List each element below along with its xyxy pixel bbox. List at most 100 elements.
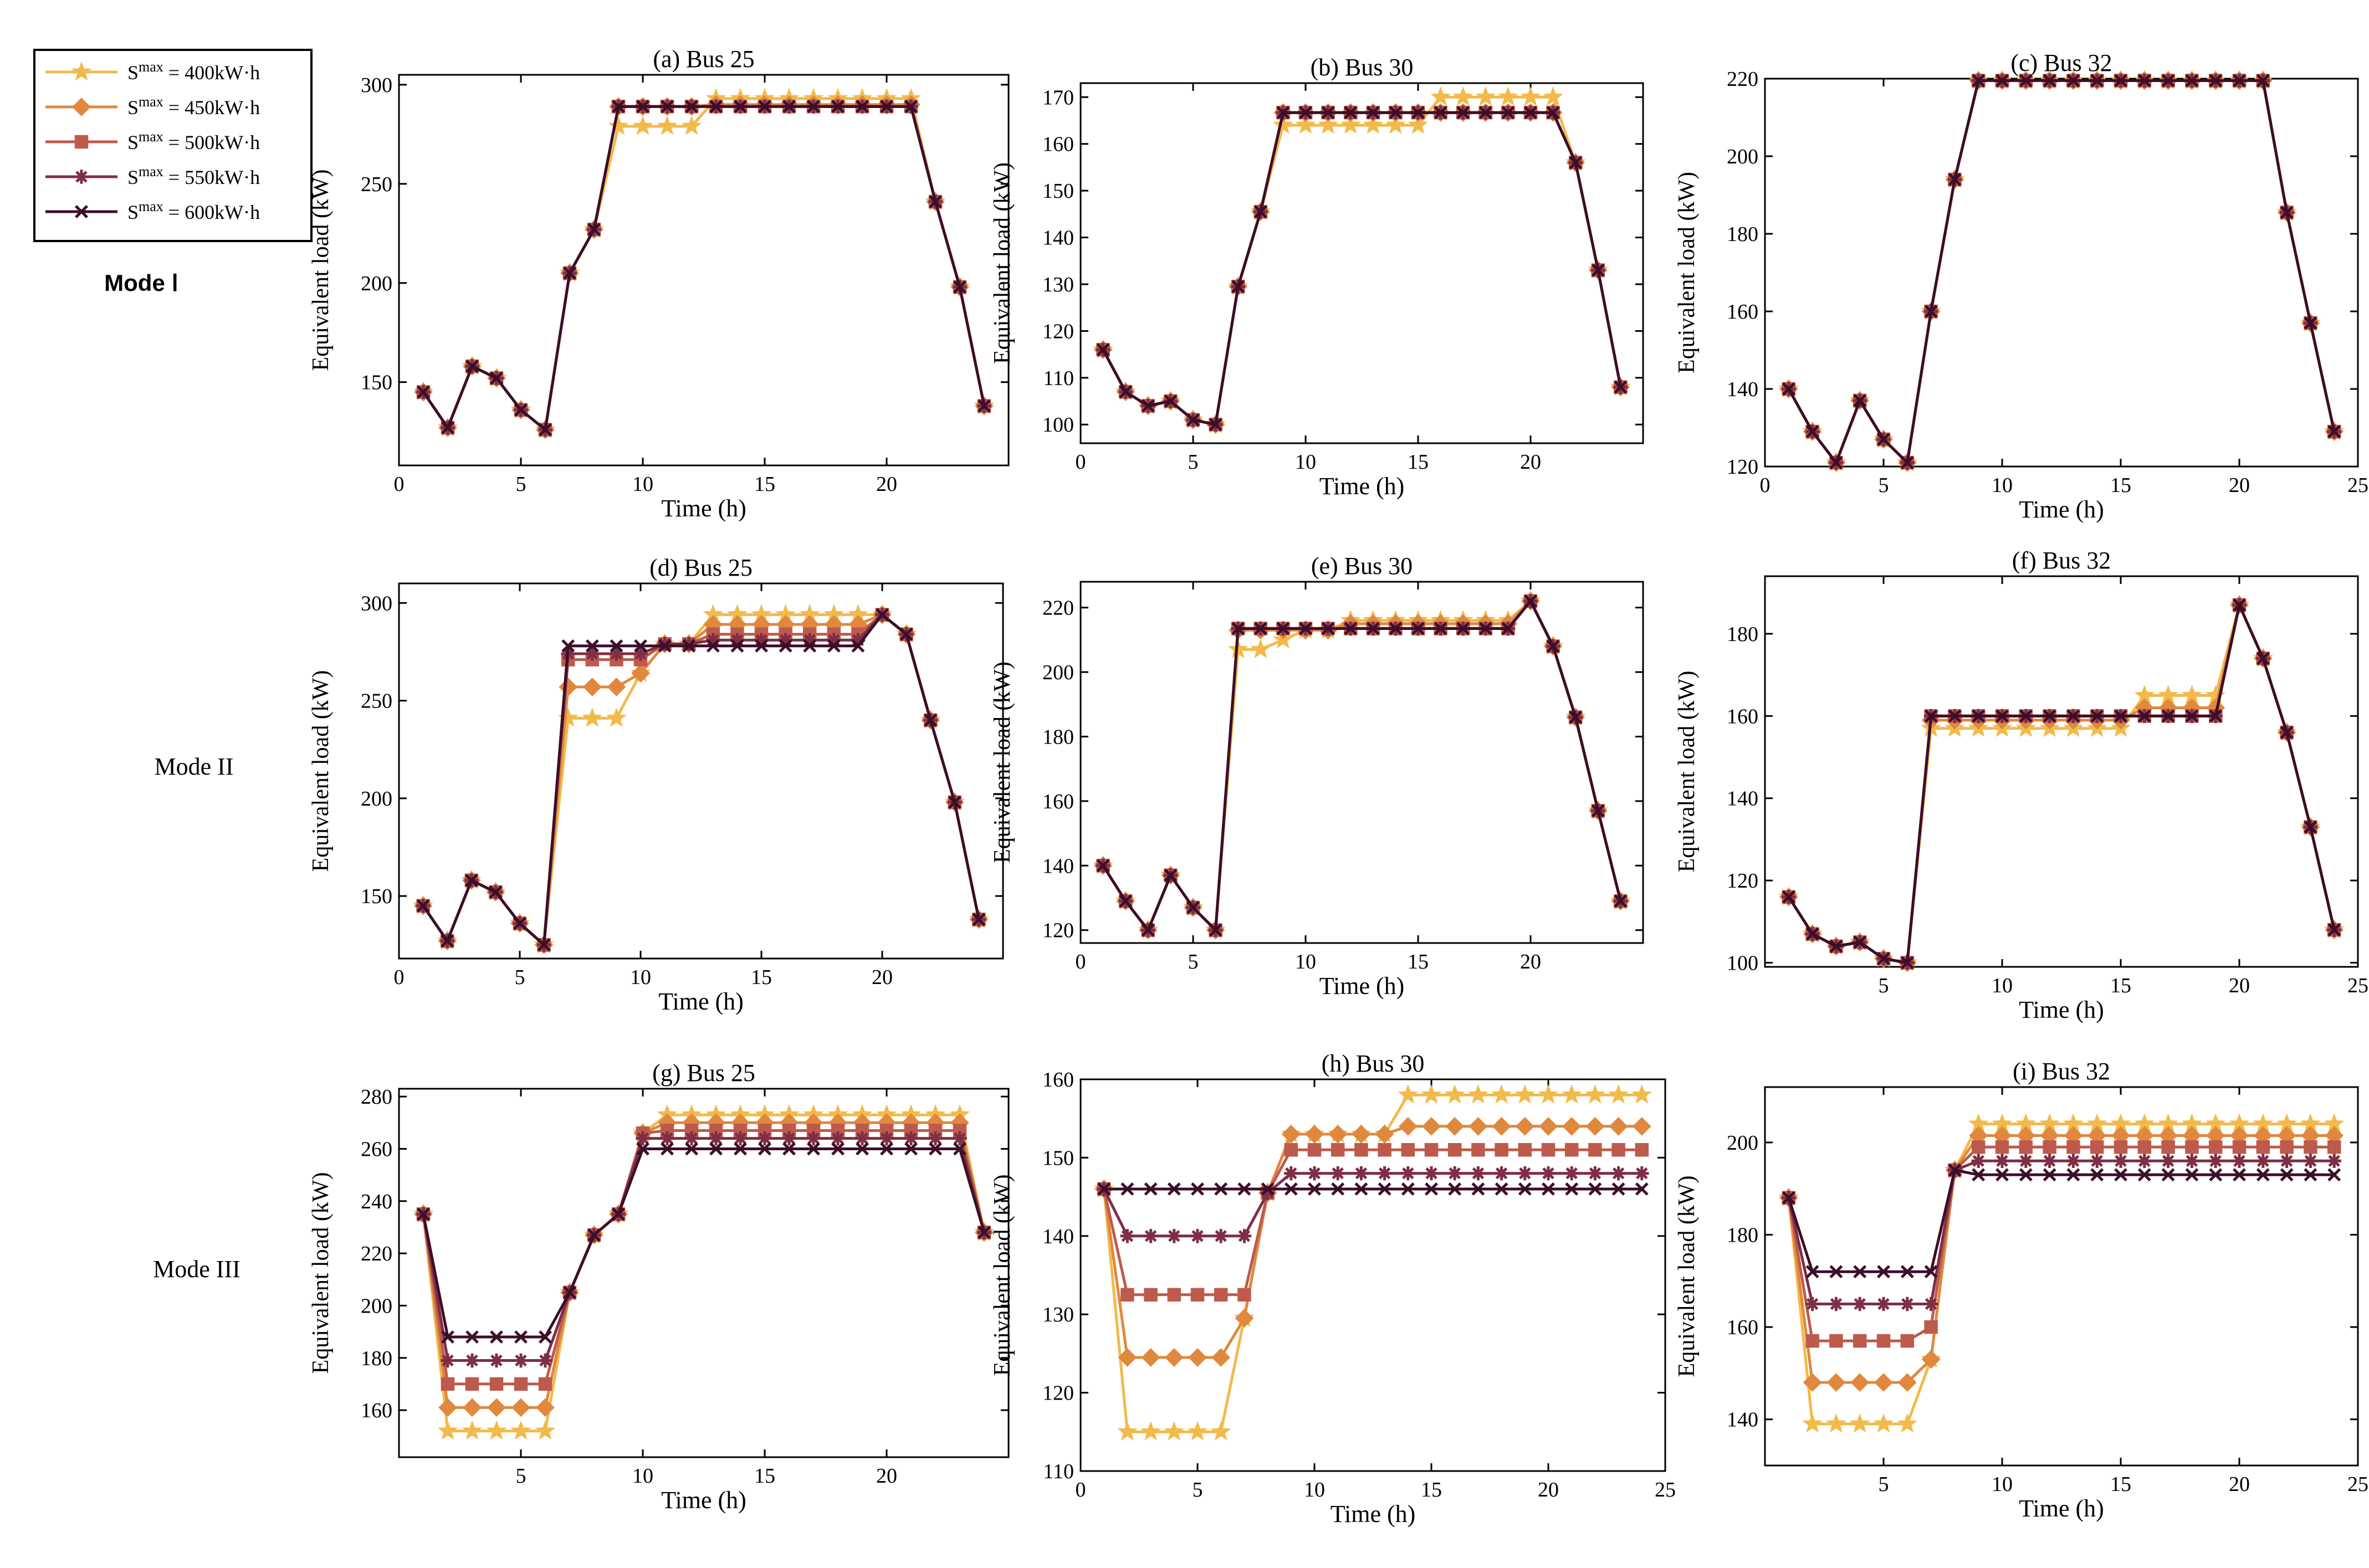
y-axis-label: Equivalent load (kW): [1674, 1176, 1700, 1377]
legend-value: = 500kW·h: [163, 131, 260, 153]
data-point: [1924, 1265, 1938, 1279]
x-tick-label: 25: [2347, 474, 2368, 497]
data-point: [1211, 1348, 1231, 1367]
series-5: [1782, 1163, 2341, 1279]
x-tick-label: 5: [1879, 974, 1889, 997]
x-tick-label: 15: [1408, 450, 1429, 474]
x-tick-label: 5: [516, 1464, 526, 1488]
data-point: [1611, 1166, 1626, 1181]
data-point: [636, 100, 649, 114]
data-point: [1635, 1166, 1649, 1181]
panel-3: (c) Bus 32 0 5 10 15 20 25 120 140 160 180 200 220 Ti…: [1674, 49, 2368, 523]
data-point: [2256, 652, 2270, 665]
y-tick-label: 140: [1042, 227, 1074, 250]
data-point: [2185, 1140, 2199, 1154]
data-point: [1972, 709, 1986, 723]
data-point: [585, 647, 600, 661]
data-point: [1972, 1168, 1986, 1182]
data-point: [417, 1207, 430, 1221]
x-tick-label: 5: [1879, 1473, 1889, 1496]
data-point: [1996, 709, 2009, 723]
x-tick-label: 20: [876, 473, 897, 496]
data-point: [1340, 114, 1361, 134]
y-tick-label: 300: [361, 592, 392, 615]
x-tick-label: 5: [1879, 474, 1889, 497]
x-tick-label: 20: [2229, 974, 2250, 997]
data-point: [1118, 1348, 1137, 1367]
x-tick-label: 20: [876, 1464, 897, 1488]
data-point: [1900, 1334, 1915, 1348]
data-point: [1874, 1373, 1893, 1392]
data-point: [2066, 1168, 2080, 1182]
data-point: [734, 100, 747, 114]
data-point: [880, 100, 893, 114]
data-point: [2090, 1168, 2104, 1182]
panel-title: (b) Bus 30: [1311, 54, 1414, 81]
data-point: [1119, 894, 1133, 908]
data-point: [465, 1353, 479, 1368]
legend-entry: Smax = 600kW·h: [45, 198, 260, 223]
panel-1: (a) Bus 25 0 5 10 15 20 150 200 250 300 Time (h) Eq…: [308, 45, 1010, 522]
y-tick-label: 140: [1042, 1225, 1074, 1248]
data-point: [948, 795, 961, 809]
data-point: [1261, 1182, 1275, 1196]
data-point: [899, 627, 913, 641]
data-point: [1389, 106, 1403, 120]
data-point: [514, 1353, 528, 1368]
data-point: [1276, 106, 1290, 120]
data-point: [2303, 1154, 2318, 1168]
data-point: [510, 1420, 531, 1440]
data-point: [754, 633, 769, 647]
data-point: [1120, 1182, 1134, 1196]
data-point: [1422, 1116, 1441, 1136]
data-point: [1344, 106, 1358, 120]
data-point: [1398, 1116, 1418, 1136]
y-tick-label: 170: [1042, 86, 1074, 109]
data-point: [1853, 1334, 1867, 1348]
data-point: [608, 115, 629, 135]
data-point: [1546, 106, 1560, 120]
x-tick-label: 15: [751, 966, 772, 989]
data-point: [2185, 74, 2199, 88]
data-point: [2114, 709, 2127, 723]
data-point: [1331, 1143, 1345, 1157]
data-point: [1143, 1229, 1158, 1243]
y-tick-label: 160: [1042, 133, 1074, 156]
data-point: [779, 639, 792, 653]
x-tick-label: 5: [1188, 450, 1199, 474]
data-point: [1447, 1143, 1462, 1157]
y-tick-label: 180: [361, 1347, 392, 1370]
data-point: [2256, 74, 2270, 88]
data-point: [1120, 1288, 1134, 1302]
series-5: [1096, 106, 1628, 432]
data-point: [1411, 106, 1425, 120]
data-point: [1849, 1413, 1870, 1433]
data-point: [441, 1377, 455, 1391]
data-point: [660, 1131, 674, 1146]
data-point: [2232, 1154, 2247, 1168]
data-point: [2161, 74, 2175, 88]
data-point: [1826, 1413, 1846, 1433]
data-point: [1366, 106, 1380, 120]
data-point: [514, 1330, 528, 1344]
data-point: [1802, 1413, 1823, 1433]
data-point: [1546, 639, 1560, 653]
data-point: [904, 1131, 918, 1146]
data-point: [929, 195, 942, 209]
data-point: [782, 100, 796, 114]
data-point: [1097, 1182, 1111, 1196]
data-point: [1378, 1143, 1391, 1157]
data-point: [441, 1330, 454, 1344]
series-4: [1782, 1154, 2341, 1311]
data-point: [437, 1420, 458, 1440]
data-point: [441, 1353, 455, 1368]
x-tick-label: 5: [515, 966, 525, 989]
legend-value: = 550kW·h: [163, 166, 260, 188]
data-point: [1948, 1163, 1962, 1177]
x-tick-label: 20: [1538, 1478, 1559, 1502]
data-point: [2209, 1168, 2223, 1182]
data-point: [2114, 1154, 2128, 1168]
data-point: [2043, 709, 2056, 723]
data-point: [1276, 622, 1290, 636]
